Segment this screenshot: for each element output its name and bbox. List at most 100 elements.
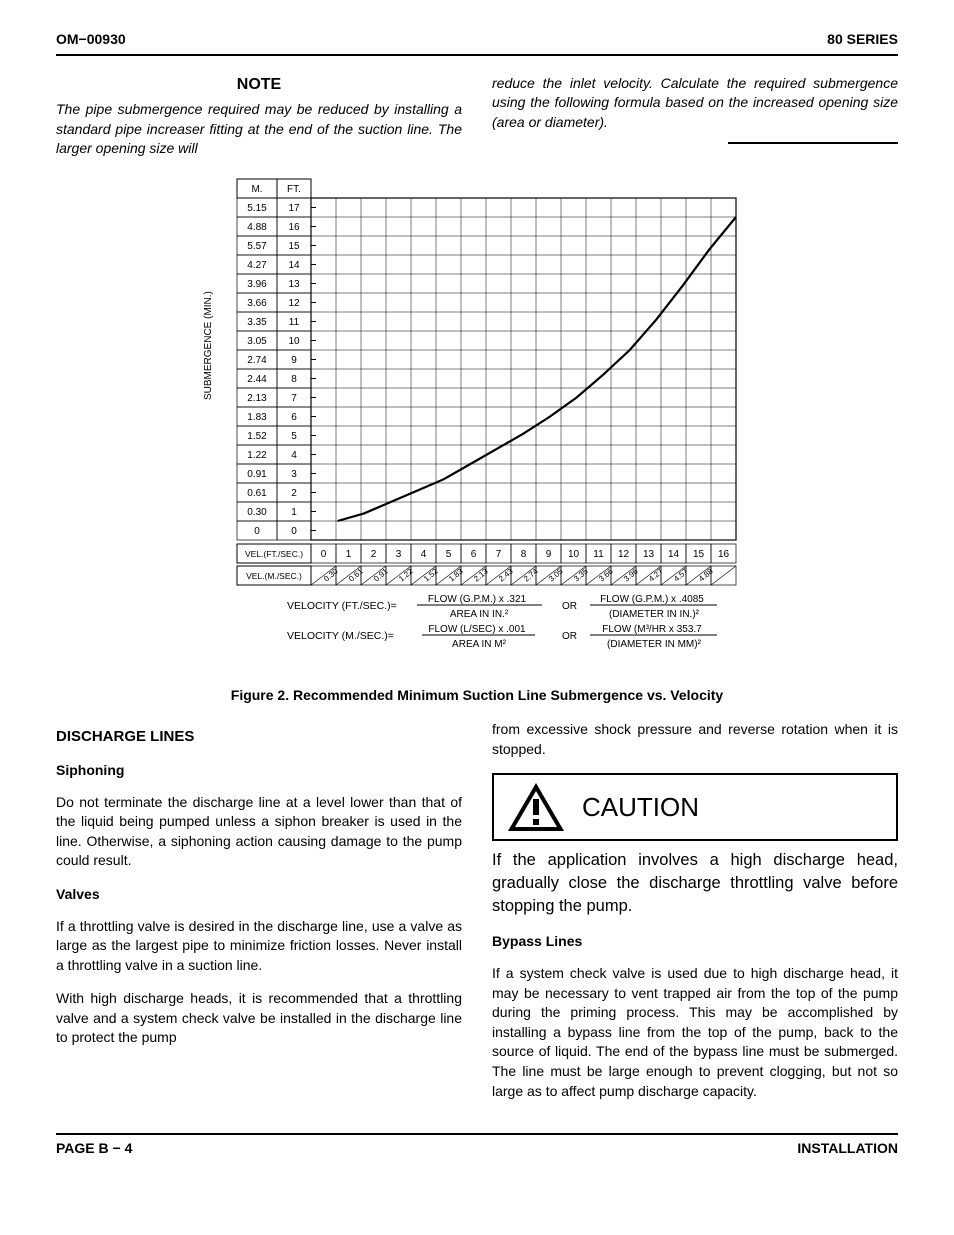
svg-text:0.61: 0.61 [247, 488, 267, 499]
svg-text:3.96: 3.96 [247, 279, 267, 290]
valves-heading: Valves [56, 885, 462, 905]
svg-text:13: 13 [643, 549, 655, 560]
valves-paragraph-1: If a throttling valve is desired in the … [56, 917, 462, 976]
svg-text:12: 12 [288, 298, 300, 309]
svg-text:M.: M. [251, 184, 262, 195]
caution-box: CAUTION [492, 773, 898, 841]
svg-text:5: 5 [291, 431, 297, 442]
note-heading: NOTE [56, 74, 462, 96]
svg-text:12: 12 [618, 549, 630, 560]
svg-text:FLOW (L/SEC) x .001: FLOW (L/SEC) x .001 [428, 624, 526, 635]
svg-text:3.66: 3.66 [597, 566, 615, 583]
svg-text:0.30: 0.30 [322, 566, 340, 583]
footer-right: INSTALLATION [797, 1139, 898, 1159]
svg-text:0.91: 0.91 [247, 469, 267, 480]
svg-text:4: 4 [291, 450, 297, 461]
svg-text:OR: OR [562, 601, 577, 612]
svg-text:2.44: 2.44 [247, 374, 267, 385]
svg-text:0: 0 [321, 549, 327, 560]
svg-text:2.13: 2.13 [247, 393, 267, 404]
svg-text:8: 8 [521, 549, 527, 560]
svg-text:0.30: 0.30 [247, 507, 267, 518]
svg-text:3.96: 3.96 [622, 566, 640, 583]
figure-caption: Figure 2. Recommended Minimum Suction Li… [56, 686, 898, 706]
svg-text:16: 16 [288, 222, 300, 233]
svg-text:9: 9 [291, 355, 297, 366]
svg-text:0: 0 [291, 526, 297, 537]
svg-text:FLOW (G.P.M.) x .321: FLOW (G.P.M.) x .321 [428, 594, 527, 605]
svg-text:14: 14 [668, 549, 680, 560]
svg-text:1.22: 1.22 [247, 450, 267, 461]
svg-text:3.35: 3.35 [247, 317, 267, 328]
svg-text:AREA IN M²: AREA IN M² [452, 639, 507, 650]
svg-text:1.83: 1.83 [247, 412, 267, 423]
svg-text:5: 5 [446, 549, 452, 560]
svg-text:3.05: 3.05 [547, 566, 565, 583]
svg-text:0.91: 0.91 [372, 566, 390, 583]
svg-text:(DIAMETER IN MM)²: (DIAMETER IN MM)² [607, 639, 702, 650]
svg-text:6: 6 [471, 549, 477, 560]
bypass-paragraph: If a system check valve is used due to h… [492, 964, 898, 1101]
svg-text:6: 6 [291, 412, 297, 423]
continuation-paragraph: from excessive shock pressure and revers… [492, 720, 898, 759]
svg-text:1.52: 1.52 [422, 566, 440, 583]
svg-text:10: 10 [288, 336, 300, 347]
svg-text:8: 8 [291, 374, 297, 385]
footer-left: PAGE B − 4 [56, 1139, 132, 1159]
svg-text:VELOCITY (M./SEC.)=: VELOCITY (M./SEC.)= [287, 630, 394, 642]
svg-text:0.61: 0.61 [347, 566, 365, 583]
note-left-col: NOTE The pipe submergence required may b… [56, 74, 462, 159]
svg-text:1: 1 [346, 549, 352, 560]
svg-text:VEL.(FT./SEC.): VEL.(FT./SEC.) [245, 549, 303, 559]
svg-text:1.52: 1.52 [247, 431, 267, 442]
note-right-text: reduce the inlet velocity. Calculate the… [492, 75, 898, 130]
caution-paragraph: If the application involves a high disch… [492, 849, 898, 918]
caution-label: CAUTION [582, 789, 699, 825]
svg-text:15: 15 [693, 549, 705, 560]
svg-text:11: 11 [289, 317, 300, 328]
siphoning-heading: Siphoning [56, 761, 462, 781]
svg-text:14: 14 [288, 260, 300, 271]
svg-text:4: 4 [421, 549, 427, 560]
svg-text:11: 11 [593, 549, 604, 560]
svg-text:2: 2 [371, 549, 377, 560]
svg-text:FLOW (G.P.M.) x .4085: FLOW (G.P.M.) x .4085 [600, 594, 704, 605]
svg-text:4.57: 4.57 [672, 566, 690, 583]
warning-icon [506, 781, 566, 833]
svg-text:OR: OR [562, 631, 577, 642]
svg-text:10: 10 [568, 549, 580, 560]
svg-text:SUBMERGENCE (MIN.): SUBMERGENCE (MIN.) [203, 291, 214, 400]
note-block: NOTE The pipe submergence required may b… [56, 74, 898, 159]
svg-text:2: 2 [291, 488, 297, 499]
svg-text:1.83: 1.83 [447, 566, 465, 583]
discharge-lines-heading: DISCHARGE LINES [56, 726, 462, 747]
svg-text:3: 3 [291, 469, 297, 480]
svg-text:3.35: 3.35 [572, 566, 590, 583]
svg-text:9: 9 [546, 549, 552, 560]
svg-text:2.43: 2.43 [497, 566, 515, 583]
svg-text:7: 7 [291, 393, 297, 404]
svg-text:VEL.(M./SEC.): VEL.(M./SEC.) [246, 571, 302, 581]
bypass-heading: Bypass Lines [492, 932, 898, 952]
svg-text:AREA IN IN.²: AREA IN IN.² [450, 609, 509, 620]
right-column: from excessive shock pressure and revers… [492, 720, 898, 1115]
page-footer: PAGE B − 4 INSTALLATION [56, 1133, 898, 1159]
svg-text:4.88: 4.88 [697, 566, 715, 583]
svg-text:1.22: 1.22 [397, 566, 415, 583]
note-left-text: The pipe submergence required may be red… [56, 101, 462, 156]
body-columns: DISCHARGE LINES Siphoning Do not termina… [56, 720, 898, 1115]
svg-text:2.74: 2.74 [247, 355, 267, 366]
svg-text:3.05: 3.05 [247, 336, 267, 347]
svg-text:(DIAMETER IN IN.)²: (DIAMETER IN IN.)² [609, 609, 700, 620]
svg-text:FT.: FT. [287, 184, 301, 195]
svg-text:2.13: 2.13 [472, 566, 490, 583]
svg-text:13: 13 [288, 279, 300, 290]
svg-text:VELOCITY (FT./SEC.)=: VELOCITY (FT./SEC.)= [287, 600, 397, 612]
page-header: OM−00930 80 SERIES [56, 30, 898, 56]
valves-paragraph-2: With high discharge heads, it is recomme… [56, 989, 462, 1048]
note-right-col: reduce the inlet velocity. Calculate the… [492, 74, 898, 159]
svg-text:0: 0 [254, 526, 260, 537]
chart-svg: SUBMERGENCE (MIN.)M.FT.5.15174.88165.571… [197, 171, 757, 671]
svg-text:4.27: 4.27 [247, 260, 267, 271]
note-divider [728, 142, 898, 144]
